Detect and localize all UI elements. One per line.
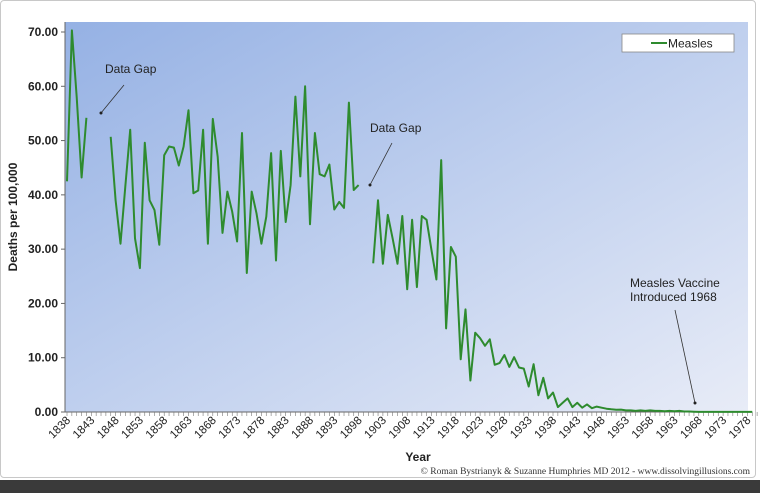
x-tick-label: 1898 — [338, 415, 365, 442]
y-tick-label: 10.00 — [28, 351, 58, 365]
y-tick-label: 0.00 — [35, 405, 59, 419]
x-tick-label: 1938 — [533, 415, 560, 442]
series-measles — [66, 29, 753, 413]
legend-label-measles: Measles — [668, 37, 713, 51]
y-tick-label: 30.00 — [28, 242, 58, 256]
x-tick-label: 1853 — [119, 415, 146, 442]
arrow-head-icon — [368, 183, 372, 187]
x-tick-label: 1968 — [678, 415, 705, 442]
annotation-arrow — [100, 84, 125, 114]
x-tick-label: 1883 — [265, 415, 292, 442]
series-line-segment — [372, 159, 753, 413]
x-tick-label: 1963 — [654, 415, 681, 442]
x-axis: 1838184318481853185818631868187318781883… — [47, 411, 758, 442]
annotations: Data Gap Data Gap Measles VaccineIntroduce… — [99, 62, 720, 405]
plot-area — [65, 22, 748, 412]
y-tick-label: 20.00 — [28, 296, 58, 310]
annotation-arrow — [369, 142, 393, 186]
x-tick-label: 1863 — [168, 415, 195, 442]
x-tick-label: 1893 — [314, 415, 341, 442]
x-tick-label: 1918 — [435, 415, 462, 442]
x-tick-label: 1888 — [290, 415, 317, 442]
x-tick-label: 1943 — [557, 415, 584, 442]
x-tick-label: 1948 — [581, 415, 608, 442]
x-tick-label: 1913 — [411, 415, 438, 442]
credit-text: © Roman Bystrianyk & Suzanne Humphries M… — [421, 466, 751, 477]
y-tick-label: 50.00 — [28, 134, 58, 148]
annotation-label: Measles Vaccine — [630, 276, 720, 290]
footer-bar — [0, 480, 760, 493]
x-tick-label: 1933 — [508, 415, 535, 442]
y-tick-label: 60.00 — [28, 79, 58, 93]
x-tick-label: 1843 — [71, 415, 98, 442]
x-tick-label: 1858 — [144, 415, 171, 442]
x-tick-label: 1973 — [703, 415, 730, 442]
x-tick-label: 1908 — [387, 415, 414, 442]
x-tick-label: 1878 — [241, 415, 268, 442]
x-tick-label: 1958 — [630, 415, 657, 442]
series-line-segment — [109, 85, 360, 274]
x-tick-label: 1903 — [362, 415, 389, 442]
arrow-head-icon — [693, 401, 697, 405]
y-tick-label: 70.00 — [28, 25, 58, 39]
annotation-label: Data Gap — [105, 62, 157, 76]
annotation-label-line2: Introduced 1968 — [630, 290, 717, 304]
series-line-segment — [66, 29, 88, 182]
y-axis-title: Deaths per 100,000 — [6, 162, 20, 271]
x-tick-label: 1978 — [727, 415, 754, 442]
x-tick-label: 1848 — [95, 415, 122, 442]
x-axis-title: Year — [405, 450, 431, 464]
annotation-arrow — [674, 309, 696, 404]
legend: Measles — [621, 33, 735, 53]
x-tick-label: 1868 — [192, 415, 219, 442]
y-axis: 0.00 10.00 20.00 30.00 40.00 50.00 60.00 70.00 — [28, 22, 66, 419]
x-tick-label: 1953 — [605, 415, 632, 442]
x-tick-label: 1923 — [460, 415, 487, 442]
arrow-head-icon — [99, 111, 103, 115]
x-tick-label: 1928 — [484, 415, 511, 442]
x-tick-label: 1873 — [217, 415, 244, 442]
y-tick-label: 40.00 — [28, 188, 58, 202]
annotation-label: Data Gap — [370, 121, 422, 135]
